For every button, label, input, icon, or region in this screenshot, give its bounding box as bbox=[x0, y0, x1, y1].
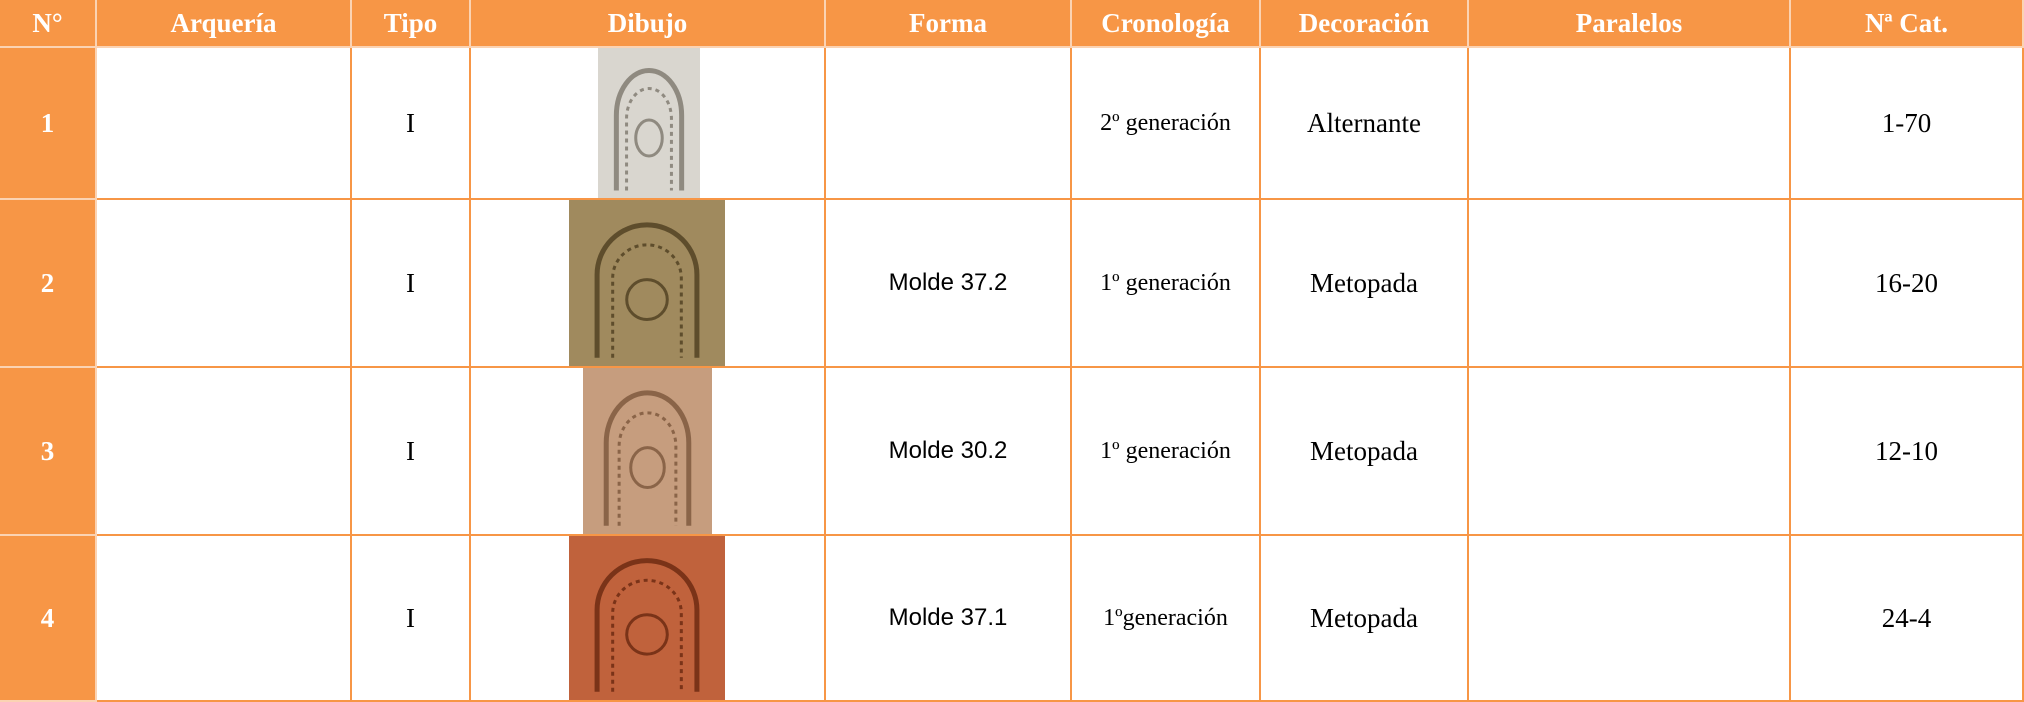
table-cell: Molde 37.2 bbox=[826, 200, 1072, 368]
table-cell bbox=[471, 536, 826, 702]
table-cell: I bbox=[352, 200, 471, 368]
table-cell bbox=[1469, 48, 1791, 200]
table-cell: Alternante bbox=[1261, 48, 1469, 200]
table-cell bbox=[471, 368, 826, 536]
column-header: N° bbox=[0, 0, 97, 48]
table-cell: 12-10 bbox=[1791, 368, 2024, 536]
table-cell: I bbox=[352, 368, 471, 536]
row-number: 2 bbox=[0, 200, 97, 368]
row-number: 1 bbox=[0, 48, 97, 200]
table-cell: 1ºgeneración bbox=[1072, 536, 1261, 702]
table-cell bbox=[471, 200, 826, 368]
pottery-image bbox=[598, 48, 700, 198]
table-cell bbox=[97, 48, 352, 200]
table-cell: Metopada bbox=[1261, 200, 1469, 368]
table-cell: 24-4 bbox=[1791, 536, 2024, 702]
table-cell bbox=[471, 48, 826, 200]
column-header: Decoración bbox=[1261, 0, 1469, 48]
table-cell: Molde 30.2 bbox=[826, 368, 1072, 536]
table-cell: I bbox=[352, 48, 471, 200]
column-header: Tipo bbox=[352, 0, 471, 48]
table-cell: Metopada bbox=[1261, 368, 1469, 536]
column-header: Arquería bbox=[97, 0, 352, 48]
table-cell: 1º generación bbox=[1072, 200, 1261, 368]
table-cell: 1º generación bbox=[1072, 368, 1261, 536]
column-header: Paralelos bbox=[1469, 0, 1791, 48]
column-header: Cronología bbox=[1072, 0, 1261, 48]
table-cell bbox=[97, 368, 352, 536]
pottery-image bbox=[583, 368, 712, 534]
table-cell: 2º generación bbox=[1072, 48, 1261, 200]
table-cell bbox=[826, 48, 1072, 200]
table-cell bbox=[1469, 368, 1791, 536]
table-cell bbox=[97, 536, 352, 702]
table-cell: I bbox=[352, 536, 471, 702]
column-header: Forma bbox=[826, 0, 1072, 48]
pottery-image bbox=[569, 200, 725, 366]
column-header: Nª Cat. bbox=[1791, 0, 2024, 48]
column-header: Dibujo bbox=[471, 0, 826, 48]
table-cell bbox=[1469, 200, 1791, 368]
table-cell bbox=[1469, 536, 1791, 702]
table-cell bbox=[97, 200, 352, 368]
table-cell: 16-20 bbox=[1791, 200, 2024, 368]
row-number: 4 bbox=[0, 536, 97, 702]
table-cell: Molde 37.1 bbox=[826, 536, 1072, 702]
table-cell: Metopada bbox=[1261, 536, 1469, 702]
pottery-image bbox=[569, 536, 725, 700]
row-number: 3 bbox=[0, 368, 97, 536]
table-cell: 1-70 bbox=[1791, 48, 2024, 200]
